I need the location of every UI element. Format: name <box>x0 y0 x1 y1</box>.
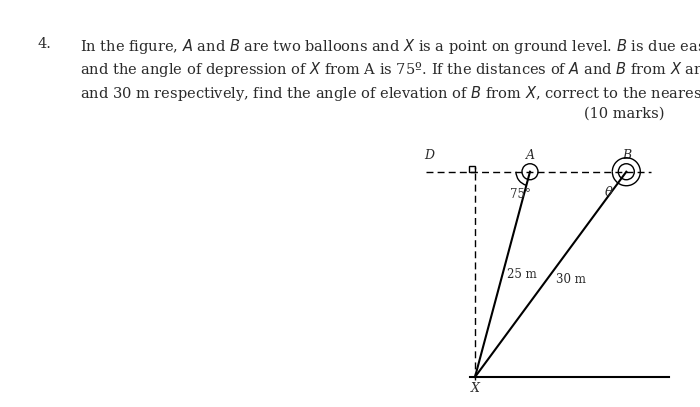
Text: θ: θ <box>604 186 612 199</box>
Text: X: X <box>470 382 480 395</box>
Text: 75°: 75° <box>510 188 531 201</box>
Text: B: B <box>622 149 631 162</box>
Bar <box>469 166 475 172</box>
Text: 4.: 4. <box>38 37 52 51</box>
Text: A: A <box>526 149 535 162</box>
Text: 25 m: 25 m <box>508 268 537 281</box>
Text: In the figure, $A$ and $B$ are two balloons and $X$ is a point on ground level. : In the figure, $A$ and $B$ are two ballo… <box>80 37 700 56</box>
Text: and the angle of depression of $X$ from A is 75º. If the distances of $A$ and $B: and the angle of depression of $X$ from … <box>80 60 700 79</box>
Text: D: D <box>424 149 434 162</box>
Text: 30 m: 30 m <box>556 273 585 286</box>
Text: and 30 m respectively, find the angle of elevation of $B$ from $X$, correct to t: and 30 m respectively, find the angle of… <box>80 84 700 103</box>
Text: (10 marks): (10 marks) <box>584 107 665 121</box>
